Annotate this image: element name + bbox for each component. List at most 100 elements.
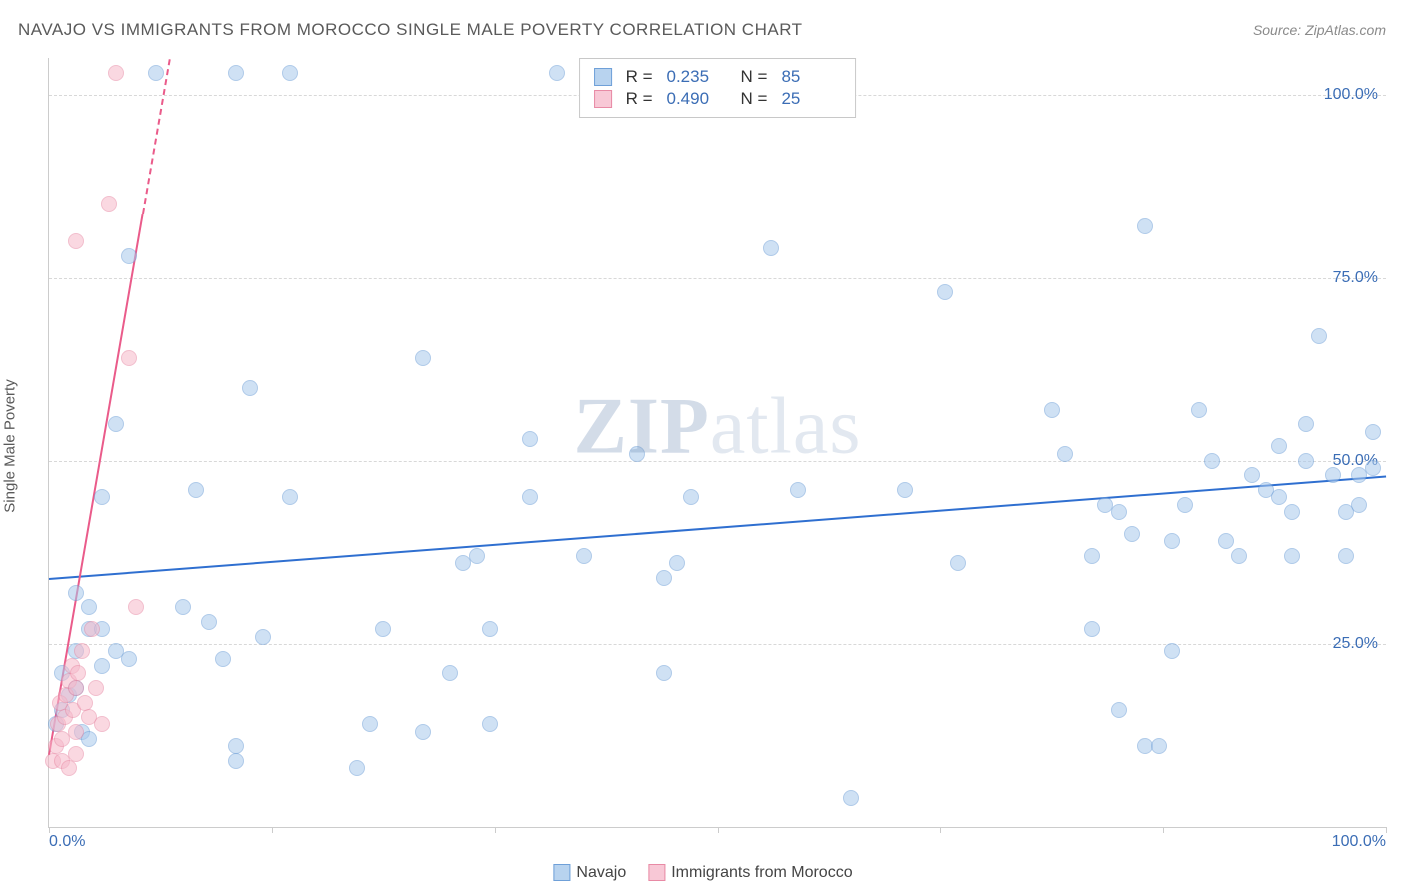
- watermark: ZIPatlas: [574, 382, 862, 473]
- legend-bottom-swatch-1: [648, 864, 665, 881]
- data-point: [1338, 548, 1354, 564]
- data-point: [1231, 548, 1247, 564]
- data-point: [843, 790, 859, 806]
- data-point: [282, 65, 298, 81]
- data-point: [897, 482, 913, 498]
- data-point: [522, 431, 538, 447]
- data-point: [790, 482, 806, 498]
- data-point: [77, 695, 93, 711]
- legend-r-label-1: R =: [626, 89, 653, 109]
- data-point: [415, 350, 431, 366]
- data-point: [1218, 533, 1234, 549]
- data-point: [656, 665, 672, 681]
- data-point: [669, 555, 685, 571]
- x-tick-mark: [718, 827, 719, 833]
- legend-n-label-1: N =: [741, 89, 768, 109]
- data-point: [522, 489, 538, 505]
- legend-r-value-0: 0.235: [667, 67, 727, 87]
- x-tick-mark: [940, 827, 941, 833]
- data-point: [74, 643, 90, 659]
- legend-item-1: Immigrants from Morocco: [648, 864, 852, 882]
- data-point: [1351, 497, 1367, 513]
- data-point: [1204, 453, 1220, 469]
- data-point: [81, 599, 97, 615]
- gridline-h: [49, 461, 1386, 462]
- data-point: [1111, 702, 1127, 718]
- data-point: [282, 489, 298, 505]
- data-point: [1271, 489, 1287, 505]
- legend-swatch-1: [594, 90, 612, 108]
- data-point: [763, 240, 779, 256]
- legend-n-value-0: 85: [781, 67, 841, 87]
- watermark-light: atlas: [710, 383, 862, 471]
- legend-row-0: R = 0.235 N = 85: [594, 67, 842, 87]
- data-point: [121, 350, 137, 366]
- data-point: [482, 716, 498, 732]
- data-point: [84, 621, 100, 637]
- data-point: [656, 570, 672, 586]
- data-point: [94, 489, 110, 505]
- data-point: [228, 738, 244, 754]
- y-tick-label: 25.0%: [1333, 635, 1378, 653]
- data-point: [94, 658, 110, 674]
- data-point: [88, 680, 104, 696]
- legend-swatch-0: [594, 68, 612, 86]
- data-point: [629, 446, 645, 462]
- data-point: [1164, 643, 1180, 659]
- data-point: [442, 665, 458, 681]
- data-point: [549, 65, 565, 81]
- data-point: [1164, 533, 1180, 549]
- data-point: [1124, 526, 1140, 542]
- data-point: [70, 665, 86, 681]
- legend-correlation: R = 0.235 N = 85 R = 0.490 N = 25: [579, 58, 857, 118]
- data-point: [1044, 402, 1060, 418]
- data-point: [1177, 497, 1193, 513]
- trend-line: [49, 475, 1386, 580]
- data-point: [94, 716, 110, 732]
- data-point: [1084, 621, 1100, 637]
- data-point: [128, 599, 144, 615]
- data-point: [950, 555, 966, 571]
- legend-bottom-label-0: Navajo: [576, 864, 626, 881]
- data-point: [683, 489, 699, 505]
- data-point: [375, 621, 391, 637]
- data-point: [175, 599, 191, 615]
- data-point: [228, 65, 244, 81]
- data-point: [1298, 416, 1314, 432]
- data-point: [68, 585, 84, 601]
- data-point: [1311, 328, 1327, 344]
- y-tick-label: 100.0%: [1324, 86, 1378, 104]
- data-point: [1244, 467, 1260, 483]
- data-point: [68, 233, 84, 249]
- x-tick-mark: [1386, 827, 1387, 833]
- data-point: [188, 482, 204, 498]
- data-point: [1271, 438, 1287, 454]
- data-point: [937, 284, 953, 300]
- x-tick-mark: [495, 827, 496, 833]
- data-point: [1284, 504, 1300, 520]
- data-point: [1298, 453, 1314, 469]
- data-point: [215, 651, 231, 667]
- legend-r-label-0: R =: [626, 67, 653, 87]
- data-point: [1151, 738, 1167, 754]
- data-point: [1057, 446, 1073, 462]
- data-point: [1284, 548, 1300, 564]
- data-point: [1191, 402, 1207, 418]
- gridline-h: [49, 644, 1386, 645]
- data-point: [1365, 424, 1381, 440]
- data-point: [1365, 460, 1381, 476]
- legend-bottom-label-1: Immigrants from Morocco: [671, 864, 852, 881]
- legend-r-value-1: 0.490: [667, 89, 727, 109]
- legend-n-label-0: N =: [741, 67, 768, 87]
- data-point: [68, 680, 84, 696]
- legend-bottom-swatch-0: [553, 864, 570, 881]
- trend-line: [142, 59, 171, 214]
- x-tick-mark: [1163, 827, 1164, 833]
- data-point: [242, 380, 258, 396]
- legend-n-value-1: 25: [781, 89, 841, 109]
- data-point: [108, 65, 124, 81]
- legend-item-0: Navajo: [553, 864, 626, 882]
- data-point: [68, 746, 84, 762]
- legend-row-1: R = 0.490 N = 25: [594, 89, 842, 109]
- plot-area: ZIPatlas R = 0.235 N = 85 R = 0.490 N = …: [48, 58, 1386, 828]
